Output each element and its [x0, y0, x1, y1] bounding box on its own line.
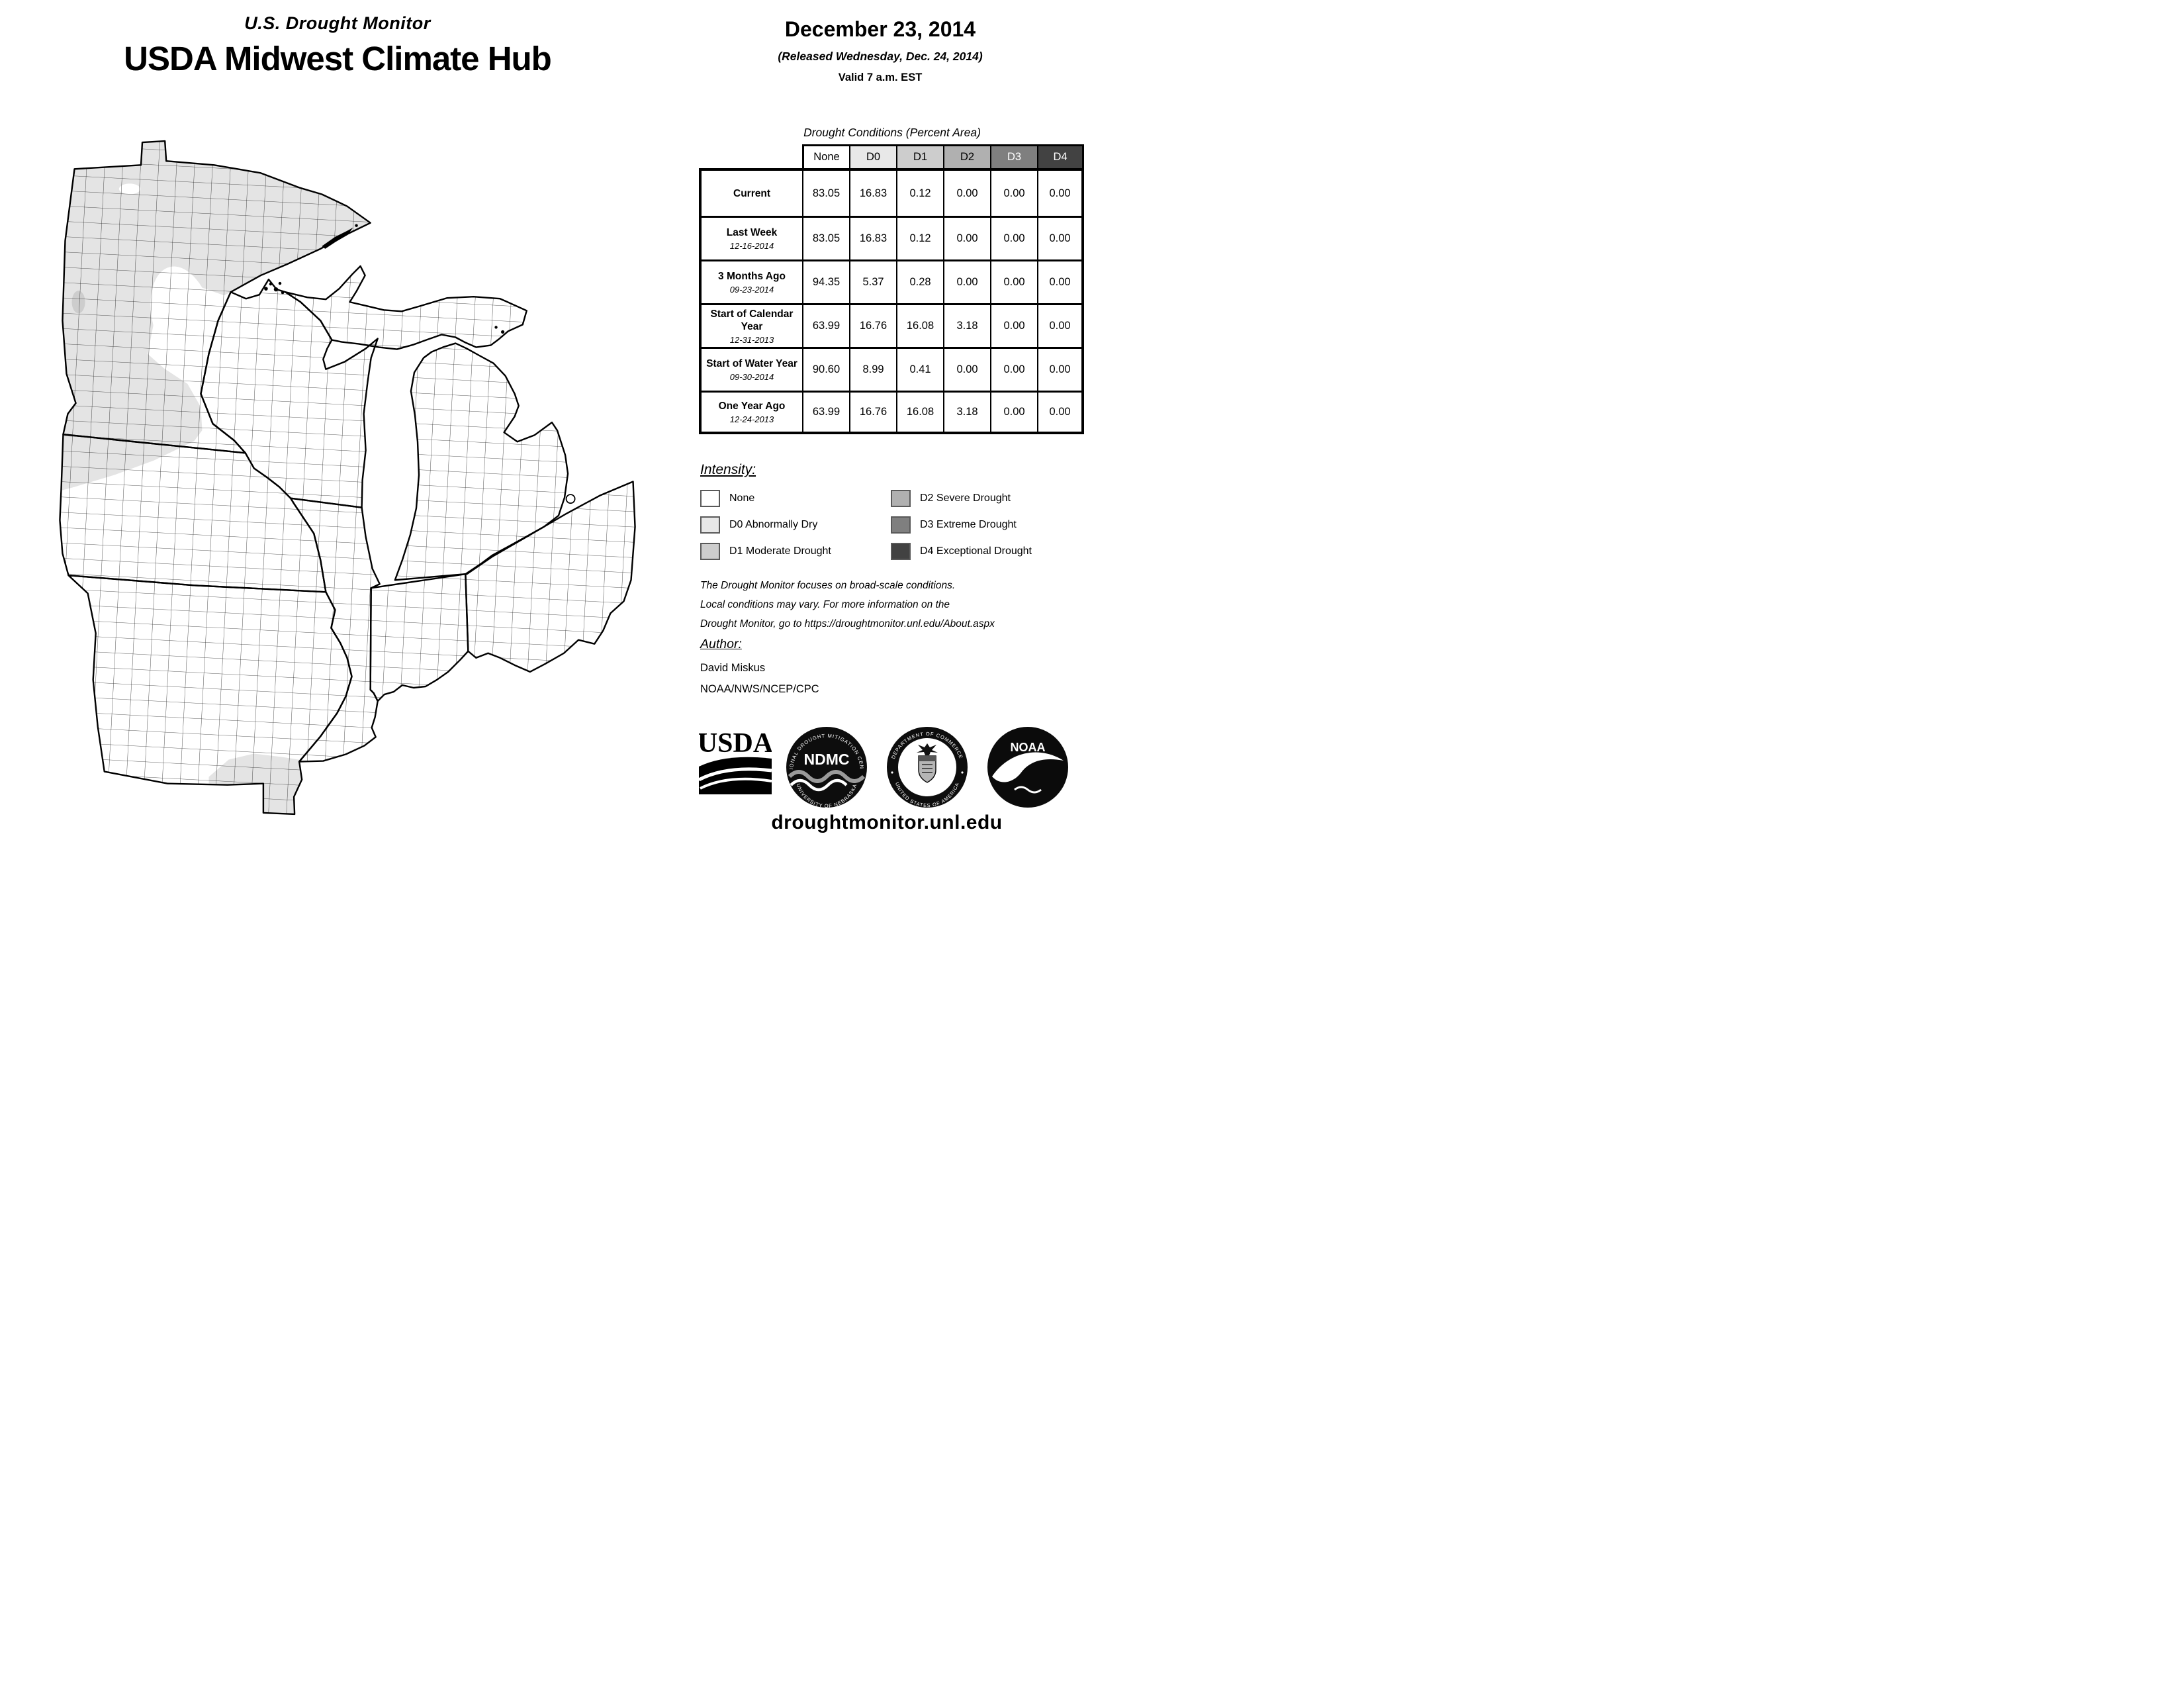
cell: 0.00: [990, 216, 1037, 259]
disclaimer-line: Drought Monitor, go to https://droughtmo…: [700, 618, 995, 630]
row-label: One Year Ago 12-24-2013: [699, 391, 802, 434]
legend-item-d0: D0 Abnormally Dry: [700, 516, 817, 534]
cell: 0.41: [896, 347, 943, 391]
report-title-block: U.S. Drought Monitor USDA Midwest Climat…: [26, 13, 649, 78]
cell: 16.76: [849, 303, 896, 347]
cell: 83.05: [802, 216, 849, 259]
author-name: David Miskus: [700, 662, 766, 674]
swatch-none: [700, 490, 720, 507]
report-subtitle: U.S. Drought Monitor: [244, 13, 431, 33]
cell: 0.00: [943, 347, 990, 391]
county-grid-and-borders: [59, 140, 636, 816]
author-org: NOAA/NWS/NCEP/CPC: [700, 683, 819, 695]
cell: 0.12: [896, 168, 943, 216]
cell: 0.00: [990, 347, 1037, 391]
swatch-d4: [891, 543, 911, 560]
table-corner-cell: [699, 144, 802, 168]
drought-monitor-report: { "title": { "line1": "U.S. Drought Moni…: [0, 0, 1092, 844]
cell: 0.00: [990, 303, 1037, 347]
agency-logos: USDA NATIONAL DROUGHT MITIGATION CENTER …: [698, 726, 1076, 810]
intensity-heading: Intensity:: [700, 462, 756, 477]
commerce-seal: DEPARTMENT OF COMMERCE UNITED STATES OF …: [886, 726, 969, 809]
row-label: Start of Calendar Year 12-31-2013: [699, 303, 802, 347]
row-label: Start of Water Year 09-30-2014: [699, 347, 802, 391]
cell: 0.00: [1037, 168, 1084, 216]
cell: 94.35: [802, 259, 849, 303]
cell: 16.08: [896, 391, 943, 434]
release-date: (Released Wednesday, Dec. 24, 2014): [778, 50, 983, 63]
swatch-d2: [891, 490, 911, 507]
lake-st-clair: [565, 494, 576, 504]
legend-item-d1: D1 Moderate Drought: [700, 543, 831, 560]
drought-map-svg: [59, 140, 636, 816]
cell: 0.12: [896, 216, 943, 259]
row-label: Last Week 12-16-2014: [699, 216, 802, 259]
usda-logo: USDA: [698, 726, 774, 794]
noaa-logo: NOAA: [986, 726, 1069, 809]
col-header-d1: D1: [896, 144, 943, 168]
ndmc-logo: NATIONAL DROUGHT MITIGATION CENTER NDMC …: [785, 726, 868, 809]
cell: 0.00: [1037, 303, 1084, 347]
legend-item-none: None: [700, 490, 754, 507]
cell: 0.00: [990, 168, 1037, 216]
legend-item-d3: D3 Extreme Drought: [891, 516, 1017, 534]
disclaimer-line: The Drought Monitor focuses on broad-sca…: [700, 580, 956, 591]
cell: 0.28: [896, 259, 943, 303]
col-header-d4: D4: [1037, 144, 1084, 168]
cell: 8.99: [849, 347, 896, 391]
cell: 0.00: [1037, 347, 1084, 391]
cell: 0.00: [943, 259, 990, 303]
swatch-d1: [700, 543, 720, 560]
legend-item-d2: D2 Severe Drought: [891, 490, 1011, 507]
swatch-d0: [700, 516, 720, 534]
cell: 90.60: [802, 347, 849, 391]
footer-url: droughtmonitor.unl.edu: [771, 812, 1003, 833]
author-heading: Author:: [700, 637, 742, 651]
cell: 0.00: [1037, 216, 1084, 259]
cell: 0.00: [943, 168, 990, 216]
cell: 0.00: [1037, 391, 1084, 434]
noaa-seagull-icon: [992, 752, 1064, 782]
cell: 16.08: [896, 303, 943, 347]
cell: 16.76: [849, 391, 896, 434]
cell: 3.18: [943, 303, 990, 347]
usda-logo-text: USDA: [699, 728, 772, 759]
col-header-d0: D0: [849, 144, 896, 168]
cell: 0.00: [990, 391, 1037, 434]
valid-time: Valid 7 a.m. EST: [838, 71, 923, 83]
table-title: Drought Conditions (Percent Area): [803, 126, 981, 139]
midwest-drought-map: [34, 128, 663, 826]
cell: 0.00: [990, 259, 1037, 303]
row-label: Current: [699, 168, 802, 216]
cell: 5.37: [849, 259, 896, 303]
swatch-d3: [891, 516, 911, 534]
drought-conditions-table: None D0 D1 D2 D3 D4 Current 83.05 16.83 …: [699, 144, 1084, 434]
cell: 0.00: [1037, 259, 1084, 303]
cell: 63.99: [802, 303, 849, 347]
cell: 3.18: [943, 391, 990, 434]
disclaimer: The Drought Monitor focuses on broad-sca…: [700, 576, 1097, 633]
cell: 16.83: [849, 168, 896, 216]
col-header-d2: D2: [943, 144, 990, 168]
page-title: USDA Midwest Climate Hub: [124, 40, 552, 77]
noaa-logo-text: NOAA: [1011, 741, 1046, 754]
legend-item-d4: D4 Exceptional Drought: [891, 543, 1032, 560]
map-date: December 23, 2014: [784, 17, 976, 41]
cell: 63.99: [802, 391, 849, 434]
cell: 0.00: [943, 216, 990, 259]
row-label: 3 Months Ago 09-23-2014: [699, 259, 802, 303]
col-header-none: None: [802, 144, 849, 168]
cell: 83.05: [802, 168, 849, 216]
ndmc-center-text: NDMC: [804, 751, 850, 768]
date-block: December 23, 2014 (Released Wednesday, D…: [675, 17, 1085, 84]
disclaimer-line: Local conditions may vary. For more info…: [700, 599, 950, 610]
lake-islands: [264, 224, 505, 334]
eagle-and-shield-icon: [917, 743, 938, 783]
cell: 16.83: [849, 216, 896, 259]
col-header-d3: D3: [990, 144, 1037, 168]
